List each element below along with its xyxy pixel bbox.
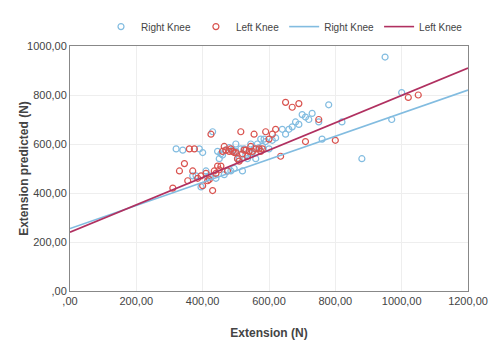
- svg-text:600,00: 600,00: [252, 295, 286, 307]
- svg-text:Left Knee: Left Knee: [419, 22, 462, 33]
- svg-text:,00: ,00: [62, 295, 77, 307]
- svg-text:200,00: 200,00: [33, 236, 67, 248]
- svg-text:Extension (N): Extension (N): [230, 326, 307, 340]
- svg-text:800,00: 800,00: [319, 295, 353, 307]
- svg-text:600,00: 600,00: [33, 138, 67, 150]
- svg-text:1200,00: 1200,00: [448, 295, 488, 307]
- svg-text:,00: ,00: [52, 285, 67, 297]
- svg-text:Right Knee: Right Knee: [141, 22, 191, 33]
- svg-text:Extension predicted (N): Extension predicted (N): [17, 101, 31, 236]
- svg-text:1000,00: 1000,00: [382, 295, 422, 307]
- svg-text:400,00: 400,00: [33, 187, 67, 199]
- svg-text:800,00: 800,00: [33, 89, 67, 101]
- svg-text:1000,00: 1000,00: [27, 40, 67, 52]
- svg-text:Left Knee: Left Knee: [236, 22, 279, 33]
- svg-text:200,00: 200,00: [120, 295, 154, 307]
- svg-text:Right Knee: Right Knee: [324, 22, 374, 33]
- svg-text:400,00: 400,00: [186, 295, 220, 307]
